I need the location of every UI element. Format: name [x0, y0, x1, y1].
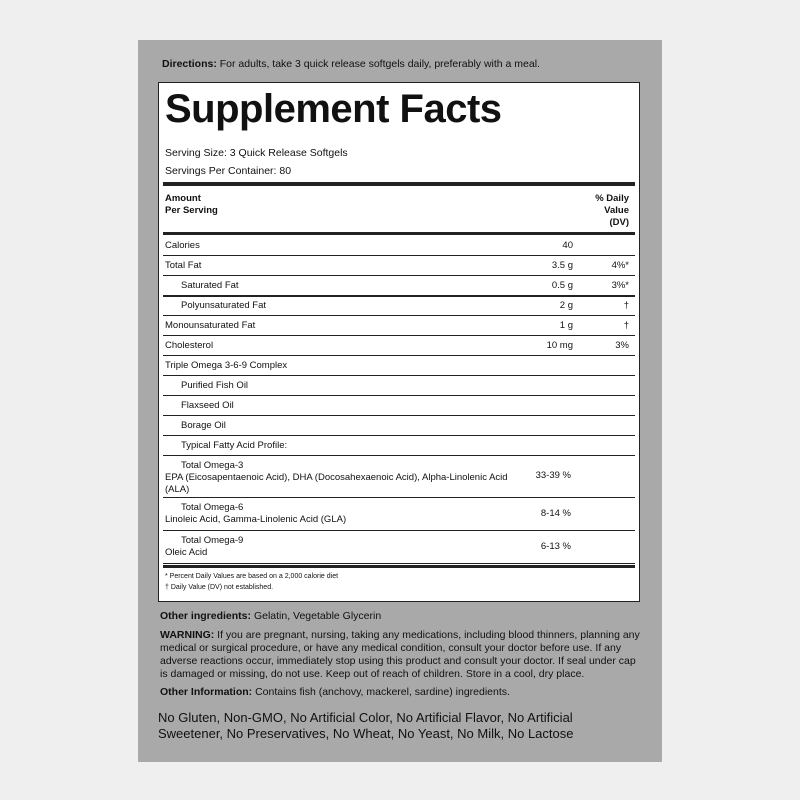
- row-amount: 3.5 g: [551, 260, 573, 271]
- row-amount: 0.5 g: [551, 280, 573, 291]
- row-amount: 8-14 %: [540, 507, 571, 519]
- row-amount: 1 g: [559, 320, 573, 331]
- free-from: No Gluten, Non-GMO, No Artificial Color,…: [158, 710, 574, 741]
- rule: [163, 182, 635, 186]
- row-name: Total Fat: [165, 260, 202, 271]
- row-name: Linoleic Acid, Gamma-Linolenic Acid (GLA…: [165, 514, 347, 525]
- row-amount: 33-39 %: [535, 470, 571, 481]
- other-information-label: Other Information:: [160, 686, 253, 698]
- row-name: Triple Omega 3-6-9 Complex: [165, 360, 288, 371]
- directions: Directions: For adults, take 3 quick rel…: [162, 58, 642, 71]
- rule: [163, 565, 635, 568]
- row-name: EPA (Eicosapentaenoic Acid), DHA (Docosa…: [165, 472, 508, 483]
- servings-per-container: Servings Per Container: 80: [165, 165, 292, 177]
- footnote: † Daily Value (DV) not established.: [165, 584, 274, 591]
- header-amount: Per Serving: [165, 205, 218, 216]
- row-amount: 40: [562, 240, 573, 251]
- rule: [163, 232, 635, 235]
- row-name: Borage Oil: [181, 420, 226, 431]
- header-amount: Amount: [165, 193, 201, 204]
- rule: [163, 415, 635, 416]
- rule: [163, 435, 635, 436]
- rule: [163, 335, 635, 336]
- header-dv: % Daily: [595, 193, 629, 204]
- row-name: (ALA): [165, 484, 190, 495]
- rule: [163, 530, 635, 531]
- row-name: Typical Fatty Acid Profile:: [181, 440, 288, 451]
- other-ingredients-label: Other ingredients:: [160, 610, 252, 622]
- row-dv: †: [623, 320, 629, 331]
- rule: [163, 455, 635, 456]
- rule: [163, 497, 635, 498]
- row-name: Total Omega-9: [181, 535, 244, 546]
- row-dv: †: [623, 300, 629, 311]
- rule: [163, 395, 635, 396]
- row-name: Polyunsaturated Fat: [181, 300, 267, 311]
- warning-text: If you are pregnant, nursing, taking any…: [160, 629, 640, 680]
- row-dv: 4%*: [611, 260, 629, 271]
- rule: [163, 295, 635, 297]
- row-name: Total Omega-6: [181, 502, 244, 513]
- row-name: Saturated Fat: [181, 280, 239, 291]
- rule: [163, 255, 635, 256]
- row-name: Flaxseed Oil: [181, 400, 234, 411]
- serving-size: Serving Size: 3 Quick Release Softgels: [165, 147, 348, 159]
- warning: WARNING: If you are pregnant, nursing, t…: [160, 629, 640, 681]
- row-name: Purified Fish Oil: [181, 380, 249, 391]
- warning-label: WARNING:: [160, 629, 215, 641]
- other-ingredients: Other ingredients: Gelatin, Vegetable Gl…: [160, 610, 640, 623]
- row-amount: 10 mg: [546, 340, 573, 351]
- row-name: Total Omega-3: [181, 460, 244, 471]
- row-dv: 3%*: [611, 280, 629, 291]
- rule: [163, 375, 635, 376]
- row-name: Calories: [165, 240, 200, 251]
- header-dv: Value: [604, 205, 629, 216]
- row-name: Monounsaturated Fat: [165, 320, 256, 331]
- footnote: * Percent Daily Values are based on a 2,…: [165, 573, 339, 580]
- rule: [163, 275, 635, 276]
- row-dv: 3%: [615, 340, 629, 351]
- other-information: Other Information: Contains fish (anchov…: [160, 686, 640, 699]
- other-information-text: Contains fish (anchovy, mackerel, sardin…: [255, 686, 510, 698]
- header-dv: (DV): [609, 217, 629, 228]
- row-amount: 6-13 %: [540, 540, 571, 552]
- rule: [163, 563, 635, 564]
- directions-text: For adults, take 3 quick release softgel…: [219, 58, 540, 70]
- row-name: Cholesterol: [165, 340, 214, 351]
- facts-panel: Supplement Facts Serving Size: 3 Quick R…: [158, 82, 640, 602]
- rule: [163, 355, 635, 356]
- row-name: Oleic Acid: [165, 547, 208, 558]
- rule: [163, 315, 635, 316]
- other-ingredients-text: Gelatin, Vegetable Glycerin: [253, 610, 382, 622]
- directions-label: Directions:: [162, 58, 217, 70]
- row-amount: 2 g: [559, 300, 573, 311]
- facts-title: Supplement Facts: [165, 87, 502, 131]
